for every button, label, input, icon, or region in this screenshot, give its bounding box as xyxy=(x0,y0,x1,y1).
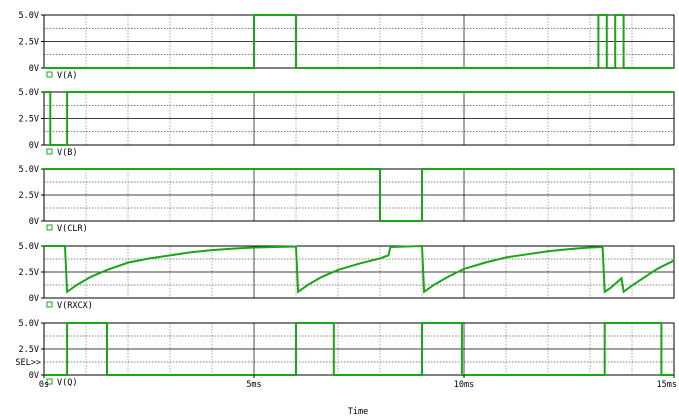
legend-marker xyxy=(46,378,53,385)
y-tick-label: 0V xyxy=(29,371,39,381)
legend-entry: V(RXCX) xyxy=(57,301,93,311)
legend-entry: V(A) xyxy=(57,71,77,81)
legend-entry: V(B) xyxy=(57,148,77,158)
legend-marker xyxy=(46,148,53,155)
y-tick-label: 0V xyxy=(29,217,39,227)
y-tick-label: 2.5V xyxy=(19,268,39,278)
sel-marker: SEL>> xyxy=(15,358,41,368)
trace-vrxcx xyxy=(44,244,675,294)
x-tick-label: 15ms xyxy=(657,380,677,390)
legend-entry: V(Q) xyxy=(57,378,77,388)
y-tick-label: 5.0V xyxy=(19,242,39,252)
y-tick-label: 0V xyxy=(29,64,39,74)
x-axis-label: Time xyxy=(348,407,368,417)
trace-vclr xyxy=(44,168,674,222)
y-tick-label: 0V xyxy=(29,141,39,151)
y-tick-label: 5.0V xyxy=(19,88,39,98)
y-tick-label: 2.5V xyxy=(19,115,39,125)
y-tick-label: 2.5V xyxy=(19,191,39,201)
y-tick-label: 0V xyxy=(29,294,39,304)
y-tick-label: 2.5V xyxy=(19,38,39,48)
legend-marker xyxy=(46,301,53,308)
y-tick-label: 5.0V xyxy=(19,11,39,21)
x-tick-label: 10ms xyxy=(454,380,474,390)
y-tick-label: 5.0V xyxy=(19,319,39,329)
legend-entry: V(CLR) xyxy=(57,224,88,234)
trace-vb xyxy=(44,91,674,146)
x-tick-label: 0s xyxy=(39,380,49,390)
trace-va xyxy=(44,14,674,69)
legend-marker xyxy=(46,71,53,78)
legend-marker xyxy=(46,224,53,231)
y-tick-label: 5.0V xyxy=(19,165,39,175)
x-tick-label: 5ms xyxy=(246,380,261,390)
y-tick-label: 2.5V xyxy=(19,345,39,355)
trace-vq xyxy=(44,322,674,376)
